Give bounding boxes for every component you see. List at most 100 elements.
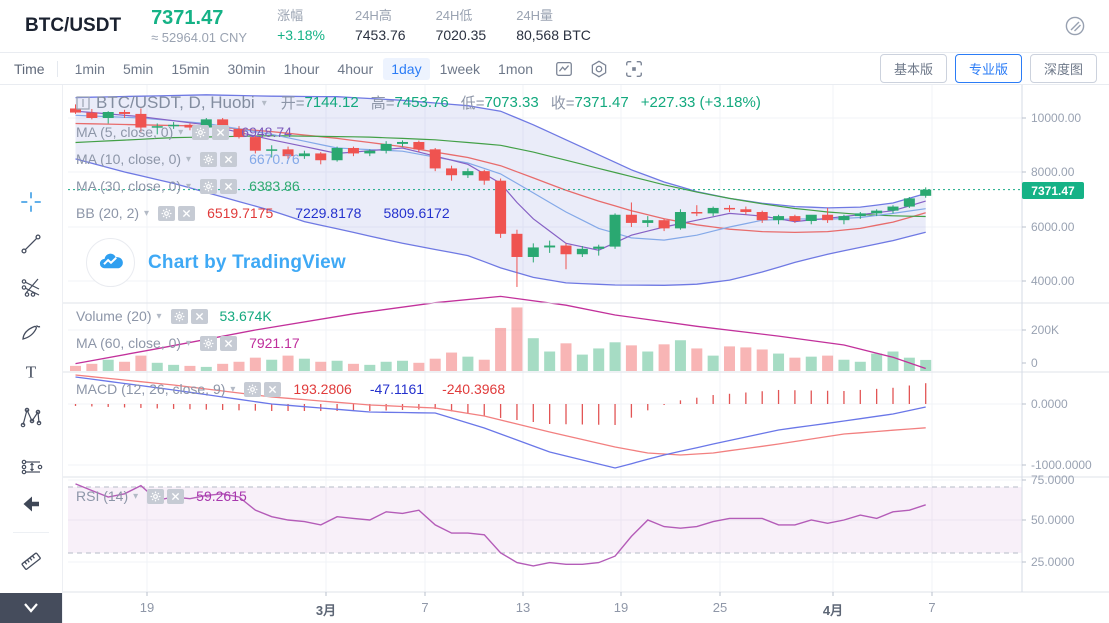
chevron-down-icon[interactable]: ▾ — [261, 97, 267, 109]
indicator-buttons — [168, 308, 208, 324]
time-axis-label: 25 — [712, 600, 728, 615]
interval-5min[interactable]: 5min — [122, 60, 154, 77]
indicator-close-button[interactable] — [264, 381, 282, 397]
interval-1day[interactable]: 1day — [383, 57, 430, 80]
chevron-down-icon[interactable]: ▾ — [186, 338, 192, 349]
indicator-close-button[interactable] — [220, 151, 238, 167]
indicator-settings-button[interactable] — [192, 124, 210, 140]
indicator-icon[interactable] — [551, 57, 577, 81]
chevron-down-icon[interactable]: ▾ — [133, 491, 139, 502]
indicator-buttons — [197, 335, 238, 351]
indicator-close-button[interactable] — [220, 335, 238, 351]
indicator-close-button[interactable] — [190, 308, 208, 324]
price-axis-label: 6000.00 — [1031, 220, 1075, 234]
interval-time[interactable]: Time — [14, 60, 58, 77]
tradingview-attribution[interactable]: Chart by TradingView — [86, 238, 346, 287]
indicator-buttons — [197, 178, 238, 194]
macd-dropdown[interactable]: MACD (12, 26, close, 9) — [76, 381, 226, 397]
indicator-settings-button[interactable] — [200, 151, 218, 167]
interval-4hour[interactable]: 4hour — [337, 60, 374, 77]
stat-24h-high: 24H高 7453.76 — [354, 7, 406, 43]
trendline-icon[interactable] — [16, 229, 46, 259]
macd-axis-label: -1000.0000 — [1031, 458, 1092, 472]
view-toggle-icon[interactable] — [1063, 14, 1087, 38]
view-button-基本版[interactable]: 基本版 — [879, 54, 947, 83]
time-axis-label: 4月 — [822, 603, 844, 618]
interval-1min[interactable]: 1min — [74, 60, 105, 77]
price-axis-label: 8000.00 — [1031, 165, 1075, 179]
view-button-专业版[interactable]: 专业版 — [954, 54, 1022, 83]
chevron-down-icon[interactable]: ▾ — [186, 154, 192, 165]
interval-1week[interactable]: 1week — [439, 60, 481, 77]
rsi-legend: RSI (14) ▾ 59.2615 — [76, 488, 247, 504]
chevron-down-icon[interactable]: ▾ — [230, 384, 236, 395]
chevron-down-icon[interactable]: ▾ — [144, 208, 150, 219]
ma5-dropdown[interactable]: MA (5, close, 0) — [76, 124, 174, 140]
last-price: 7371.47 — [151, 6, 224, 29]
chevron-down-icon[interactable]: ▾ — [186, 181, 192, 192]
screenshot-icon[interactable] — [621, 57, 647, 81]
scroll-down-chevron-icon[interactable] — [0, 593, 62, 623]
ma10-dropdown[interactable]: MA (10, close, 0) — [76, 151, 182, 167]
volume-dropdown[interactable]: Volume (20) — [76, 308, 152, 324]
interval-group: 1min 5min 15min 30min 1hour 4hour 1day 1week 1mo… — [66, 57, 542, 80]
macd-axis-label: 0.0000 — [1031, 397, 1068, 411]
volume-axis-label: 0 — [1031, 356, 1038, 370]
indicator-settings-button[interactable] — [244, 381, 262, 397]
forecast-icon[interactable] — [16, 452, 46, 482]
indicator-buttons — [144, 488, 185, 504]
interval-1mon[interactable]: 1mon — [498, 60, 534, 77]
price-block: 7371.47 ≈ 52964.01 CNY — [151, 7, 247, 45]
ruler-icon[interactable] — [16, 546, 46, 576]
indicator-close-button[interactable] — [220, 178, 238, 194]
header: BTC/USDT 7371.47 ≈ 52964.01 CNY 涨幅 +3.18… — [0, 0, 1109, 53]
time-axis-label: 19 — [139, 600, 155, 615]
time-axis-label: 13 — [515, 600, 531, 615]
xabcd-pattern-icon[interactable] — [16, 402, 46, 432]
symbol-dropdown[interactable]: BTC/USDT, D, Huobi — [96, 92, 255, 112]
indicator-buttons — [241, 381, 282, 397]
ma5-legend: MA (5, close, 0) ▾ 6948.74 — [76, 124, 292, 140]
gann-fan-icon[interactable] — [16, 272, 46, 302]
indicator-buttons — [197, 151, 238, 167]
cny-approx: ≈ 52964.01 CNY — [151, 29, 248, 45]
stat-change: 涨幅 +3.18% — [277, 7, 325, 43]
indicator-close-button[interactable] — [178, 205, 196, 221]
indicator-settings-button[interactable] — [200, 335, 218, 351]
bb-dropdown[interactable]: BB (20, 2) — [76, 205, 140, 221]
indicator-close-button[interactable] — [212, 124, 230, 140]
stat-24h-volume: 24H量 80,568 BTC — [516, 7, 591, 43]
interval-1hour[interactable]: 1hour — [283, 60, 320, 77]
text-tool-icon[interactable]: T — [16, 357, 46, 387]
time-axis-label: 3月 — [315, 603, 337, 618]
indicator-settings-button[interactable] — [170, 308, 188, 324]
settings-icon[interactable] — [586, 57, 612, 81]
chevron-down-icon[interactable]: ▾ — [178, 127, 184, 138]
rsi-axis-label: 50.0000 — [1031, 513, 1075, 527]
rsi-axis-label: 25.0000 — [1031, 555, 1075, 569]
ma30-dropdown[interactable]: MA (30, close, 0) — [76, 178, 182, 194]
interval-15min[interactable]: 15min — [171, 60, 210, 77]
rsi-dropdown[interactable]: RSI (14) — [76, 488, 129, 504]
indicator-close-button[interactable] — [167, 488, 185, 504]
pair-title: BTC/USDT — [25, 15, 122, 36]
crosshair-icon[interactable] — [16, 187, 46, 217]
indicator-settings-button[interactable] — [147, 488, 165, 504]
view-button-深度图[interactable]: 深度图 — [1029, 54, 1097, 83]
interval-30min[interactable]: 30min — [227, 60, 266, 77]
toolbar: Time 1min 5min 15min 30min 1hour 4hour 1day 1we… — [0, 53, 1109, 85]
tradingview-logo-icon — [86, 238, 135, 287]
bb-legend: BB (20, 2) ▾ 6519.7175 7229.8178 5809.61… — [76, 205, 450, 221]
ma30-legend: MA (30, close, 0) ▾ 6383.86 — [76, 178, 300, 194]
stat-24h-low: 24H低 7020.35 — [435, 7, 487, 43]
indicator-settings-button[interactable] — [158, 205, 176, 221]
brush-icon[interactable] — [16, 317, 46, 347]
indicator-buttons — [155, 205, 196, 221]
chevron-down-icon[interactable]: ▾ — [156, 311, 162, 322]
back-arrow-icon[interactable] — [16, 489, 46, 519]
indicator-settings-button[interactable] — [200, 178, 218, 194]
macd-legend: MACD (12, 26, close, 9) ▾ 193.2806 -47.1… — [76, 381, 506, 397]
volume-ma-dropdown[interactable]: MA (60, close, 0) — [76, 335, 182, 351]
